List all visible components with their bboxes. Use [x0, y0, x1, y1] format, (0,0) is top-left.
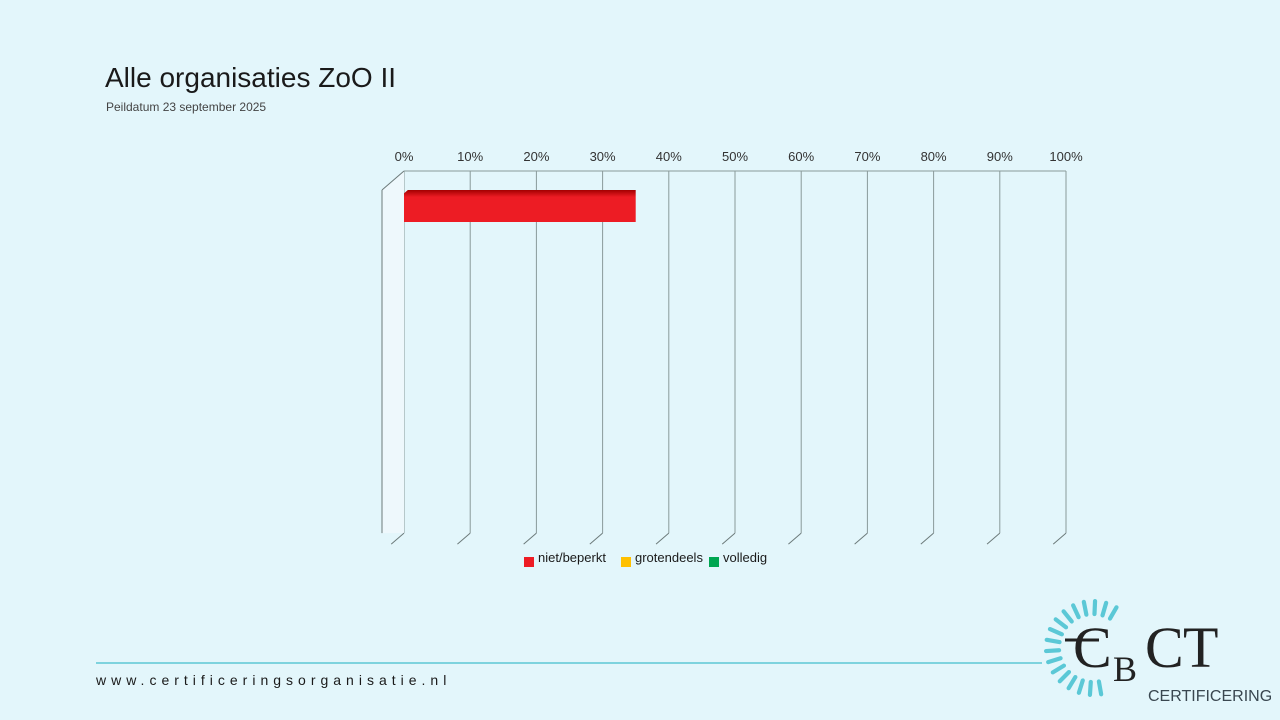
- svg-text:C: C: [1073, 615, 1112, 680]
- svg-text:CERTIFICERING: CERTIFICERING: [1148, 688, 1272, 705]
- svg-text:B: B: [1113, 649, 1137, 689]
- svg-text:T: T: [1183, 615, 1218, 680]
- svg-text:C: C: [1145, 615, 1184, 680]
